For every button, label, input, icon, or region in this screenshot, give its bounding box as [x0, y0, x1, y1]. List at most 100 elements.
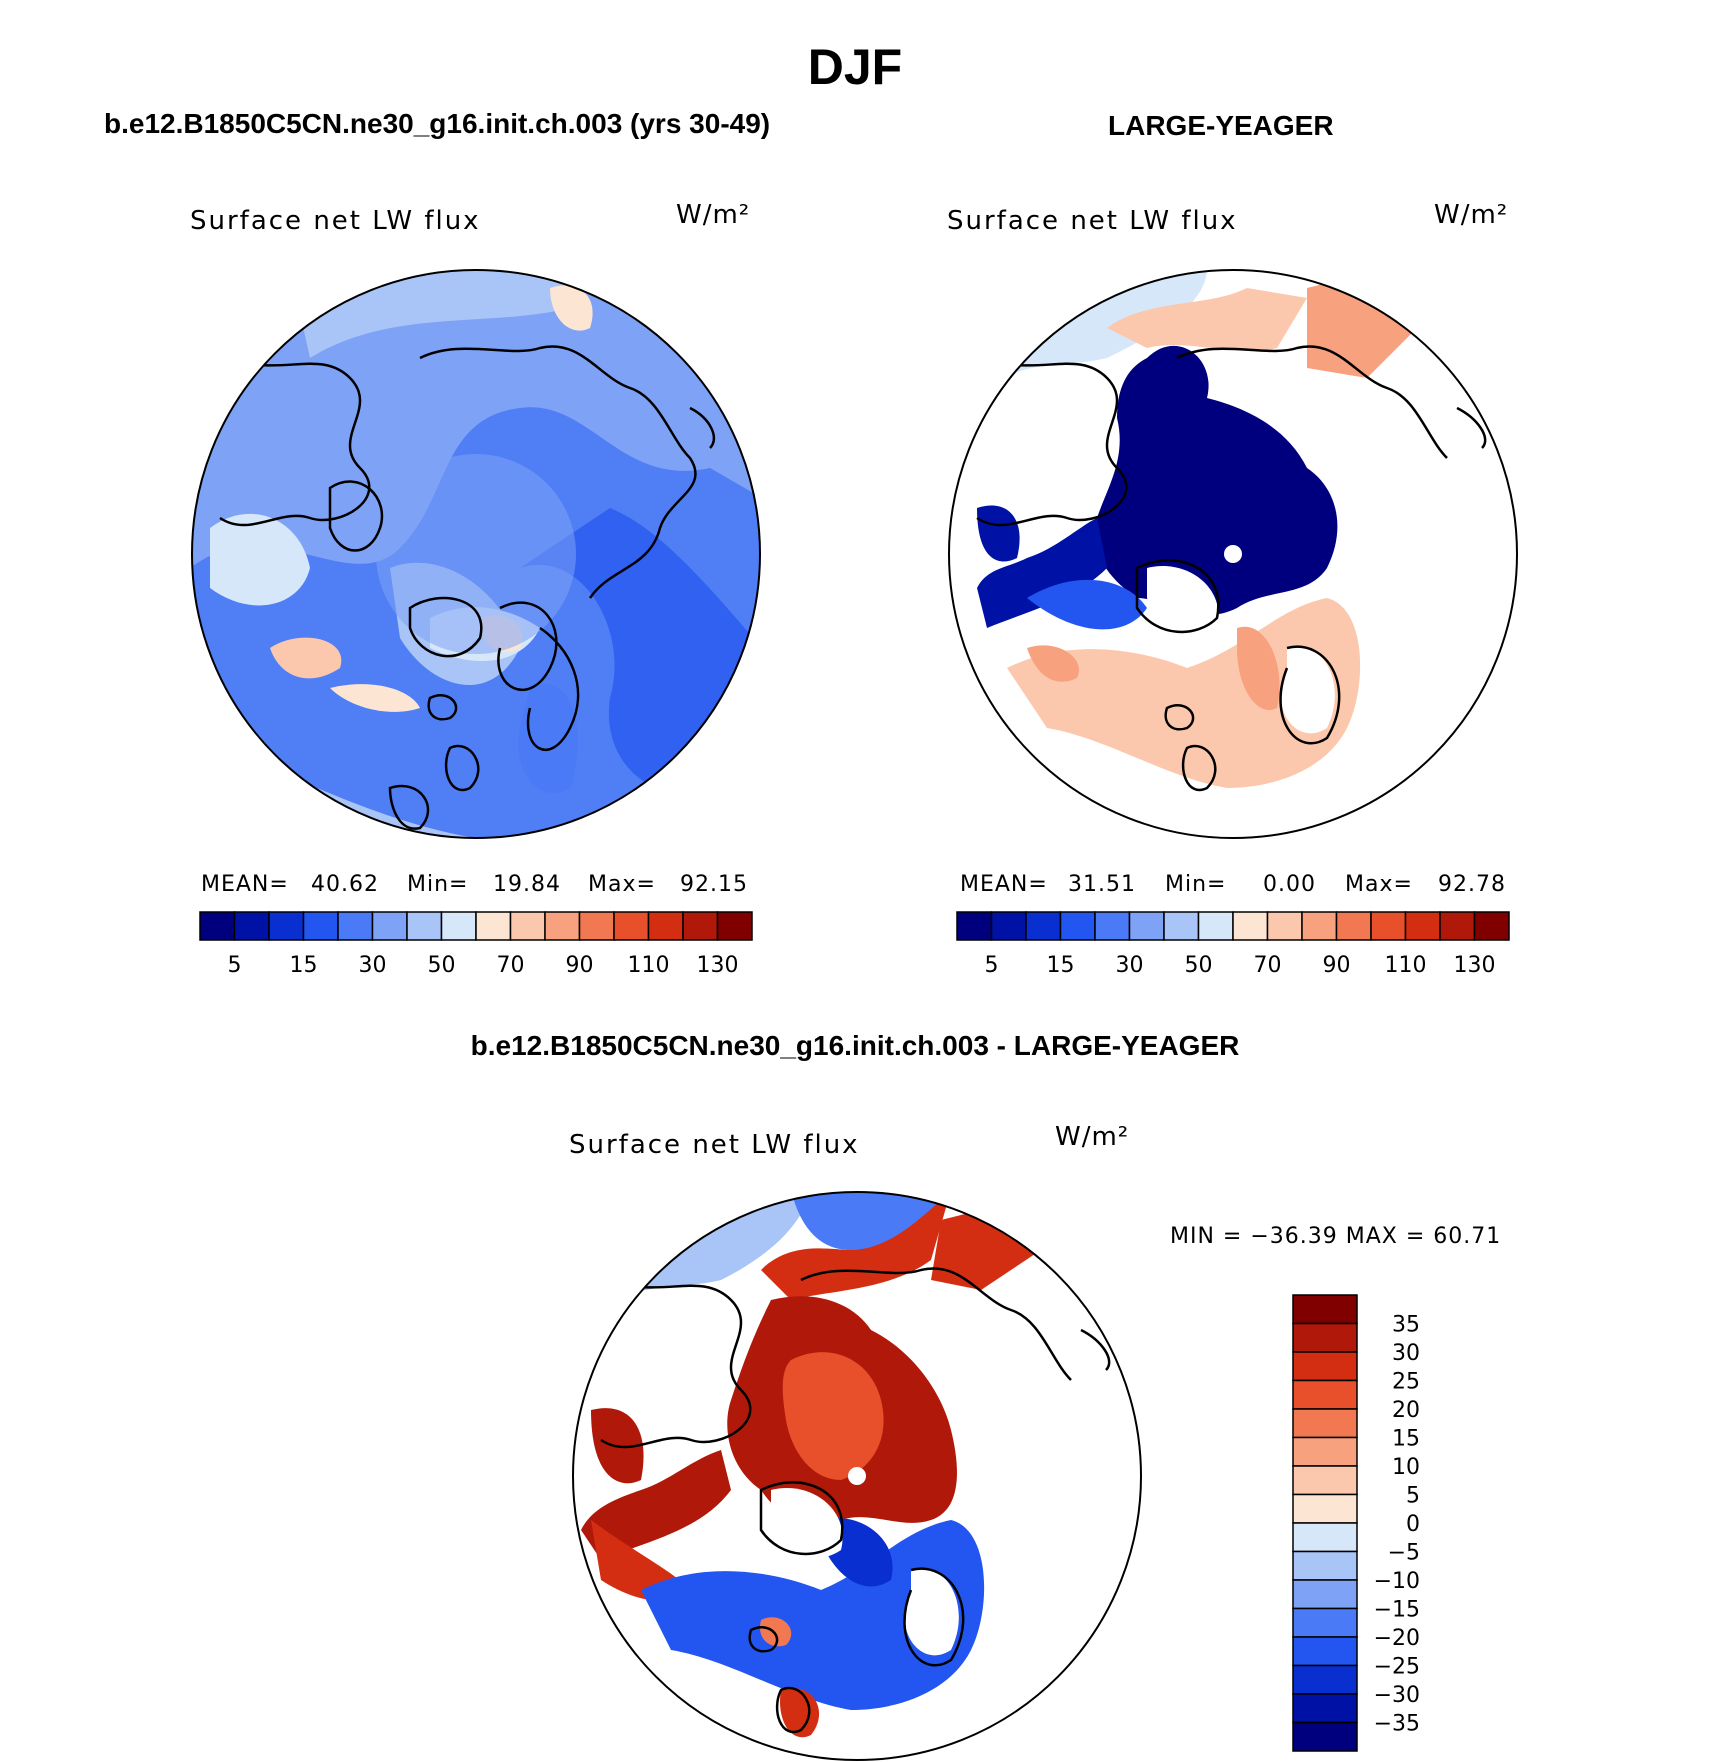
panel1-units: W/m² — [676, 200, 751, 230]
panel2-plot-label: Surface net LW flux — [947, 206, 1238, 236]
panel3-colorbar: 35 30 25 20 15 10 5 0 −5 −10 −15 −20 −25 −30 −35 — [1292, 1294, 1420, 1752]
colorbar-tick-label: 130 — [697, 953, 739, 978]
panel2-polar-map — [948, 269, 1518, 839]
colorbar-tick-label: −15 — [1374, 1598, 1420, 1623]
colorbar-swatch — [406, 911, 443, 941]
colorbar-tick-label: 110 — [1385, 953, 1427, 978]
colorbar-swatch — [1292, 1294, 1358, 1325]
colorbar-swatch — [440, 911, 477, 941]
panel1-max-value: 92.15 — [680, 872, 748, 897]
colorbar-swatch — [990, 911, 1027, 941]
colorbar-swatch — [578, 911, 615, 941]
panel1-min-label: Min= — [407, 872, 469, 897]
colorbar-swatch — [1266, 911, 1303, 941]
colorbar-swatch — [1301, 911, 1338, 941]
colorbar-swatch — [1292, 1408, 1358, 1439]
panel3-min-max: MIN = −36.39 MAX = 60.71 — [1170, 1224, 1502, 1249]
colorbar-swatch — [509, 911, 546, 941]
panel3-polar-map — [572, 1191, 1142, 1761]
colorbar-swatch — [1059, 911, 1096, 941]
colorbar-tick-label: 30 — [1392, 1341, 1420, 1366]
panel2-units: W/m² — [1434, 200, 1509, 230]
panel1-mean-label: MEAN= — [201, 872, 289, 897]
colorbar-swatch — [1292, 1465, 1358, 1496]
colorbar-tick-label: −25 — [1374, 1655, 1420, 1680]
colorbar-swatch — [268, 911, 305, 941]
panel2-min-value: 0.00 — [1263, 872, 1316, 897]
colorbar-swatch — [1292, 1664, 1358, 1695]
panel1-min-value: 19.84 — [493, 872, 561, 897]
colorbar-swatch — [1292, 1436, 1358, 1467]
panel1-polar-map — [191, 269, 761, 839]
colorbar-swatch — [233, 911, 270, 941]
panel1-plot-label: Surface net LW flux — [190, 206, 481, 236]
panel1-colorbar: 5 15 30 50 70 90 110 130 — [199, 911, 753, 978]
colorbar-swatch — [1439, 911, 1476, 941]
colorbar-swatch — [1292, 1322, 1358, 1353]
colorbar-tick-label: 15 — [290, 953, 318, 978]
colorbar-tick-label: 35 — [1392, 1313, 1420, 1338]
colorbar-swatch — [716, 911, 753, 941]
difference-title: b.e12.B1850C5CN.ne30_g16.init.ch.003 - L… — [470, 1030, 1240, 1061]
panel1-mean-value: 40.62 — [311, 872, 379, 897]
colorbar-swatch — [302, 911, 339, 941]
colorbar-swatch — [1163, 911, 1200, 941]
panel2-colorbar: 5 15 30 50 70 90 110 130 — [956, 911, 1510, 978]
colorbar-swatch — [1094, 911, 1131, 941]
colorbar-swatch — [613, 911, 650, 941]
colorbar-tick-label: −10 — [1374, 1569, 1420, 1594]
colorbar-tick-label: 25 — [1392, 1370, 1420, 1395]
colorbar-swatch — [1128, 911, 1165, 941]
colorbar-swatch — [682, 911, 719, 941]
colorbar-swatch — [1292, 1721, 1358, 1752]
panel2-max-value: 92.78 — [1438, 872, 1506, 897]
colorbar-swatch — [475, 911, 512, 941]
colorbar-tick-label: 110 — [628, 953, 670, 978]
colorbar-tick-label: −5 — [1388, 1541, 1420, 1566]
colorbar-swatch — [371, 911, 408, 941]
colorbar-tick-label: −35 — [1374, 1712, 1420, 1737]
colorbar-tick-label: 5 — [1406, 1484, 1420, 1509]
colorbar-tick-label: 20 — [1392, 1398, 1420, 1423]
colorbar-swatch — [1292, 1351, 1358, 1382]
panel2-min-label: Min= — [1165, 872, 1227, 897]
colorbar-tick-label: 5 — [985, 953, 999, 978]
colorbar-tick-label: 70 — [1254, 953, 1282, 978]
colorbar-swatch — [1292, 1379, 1358, 1410]
colorbar-swatch — [544, 911, 581, 941]
colorbar-swatch — [1292, 1636, 1358, 1667]
colorbar-swatch — [1292, 1607, 1358, 1638]
colorbar-swatch — [1025, 911, 1062, 941]
colorbar-tick-label: 30 — [1116, 953, 1144, 978]
colorbar-swatch — [1370, 911, 1407, 941]
colorbar-tick-label: −20 — [1374, 1626, 1420, 1651]
panel3-plot-label: Surface net LW flux — [569, 1130, 860, 1160]
colorbar-swatch — [1232, 911, 1269, 941]
colorbar-tick-label: 0 — [1406, 1512, 1420, 1537]
panel2-mean-label: MEAN= — [960, 872, 1048, 897]
colorbar-swatch — [1292, 1579, 1358, 1610]
colorbar-swatch — [199, 911, 236, 941]
colorbar-tick-label: 50 — [1185, 953, 1213, 978]
colorbar-swatch — [1473, 911, 1510, 941]
colorbar-swatch — [1292, 1522, 1358, 1553]
colorbar-tick-label: 15 — [1392, 1427, 1420, 1452]
panel3-units: W/m² — [1055, 1122, 1130, 1152]
colorbar-swatch — [1197, 911, 1234, 941]
colorbar-tick-label: 50 — [428, 953, 456, 978]
colorbar-swatch — [1404, 911, 1441, 941]
panel2-max-label: Max= — [1345, 872, 1413, 897]
colorbar-tick-label: 10 — [1392, 1455, 1420, 1480]
colorbar-swatch — [647, 911, 684, 941]
colorbar-tick-label: 130 — [1454, 953, 1496, 978]
colorbar-swatch — [1335, 911, 1372, 941]
panel2-case-title: LARGE-YEAGER — [1108, 110, 1334, 141]
panel2-mean-value: 31.51 — [1068, 872, 1136, 897]
figure-title: DJF — [807, 39, 903, 95]
colorbar-tick-label: 90 — [1323, 953, 1351, 978]
colorbar-tick-label: 70 — [497, 953, 525, 978]
colorbar-tick-label: 15 — [1047, 953, 1075, 978]
colorbar-tick-label: 90 — [566, 953, 594, 978]
colorbar-swatch — [1292, 1550, 1358, 1581]
colorbar-swatch — [956, 911, 993, 941]
